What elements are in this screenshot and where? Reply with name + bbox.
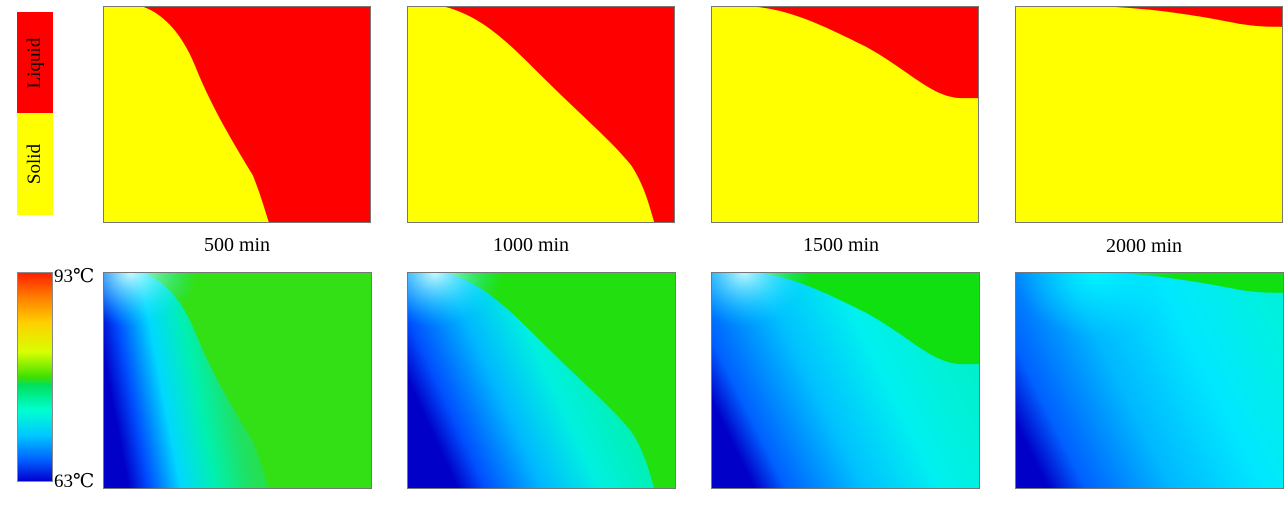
phase-map-1000 (407, 6, 675, 223)
phase-map-500 (103, 6, 371, 223)
time-label-1000: 1000 min (492, 234, 570, 256)
solid-swatch: Solid (17, 113, 53, 215)
temperature-min-label: 63℃ (54, 471, 95, 492)
liquid-swatch: Liquid (17, 12, 53, 113)
temperature-map-500 (103, 272, 372, 489)
solid-label: Solid (24, 143, 45, 185)
temperature-colorbar (17, 272, 53, 482)
liquid-label: Liquid (24, 37, 45, 88)
phase-legend: Liquid Solid (17, 12, 53, 215)
temperature-map-1500 (711, 272, 980, 489)
temperature-map-2000 (1015, 272, 1284, 489)
time-label-500: 500 min (203, 234, 271, 256)
temperature-map-1000 (407, 272, 676, 489)
phase-map-1500 (711, 6, 979, 223)
time-label-2000: 2000 min (1105, 235, 1183, 257)
temperature-max-label: 93℃ (54, 266, 95, 287)
phase-map-2000 (1015, 6, 1283, 223)
time-label-1500: 1500 min (802, 234, 880, 256)
